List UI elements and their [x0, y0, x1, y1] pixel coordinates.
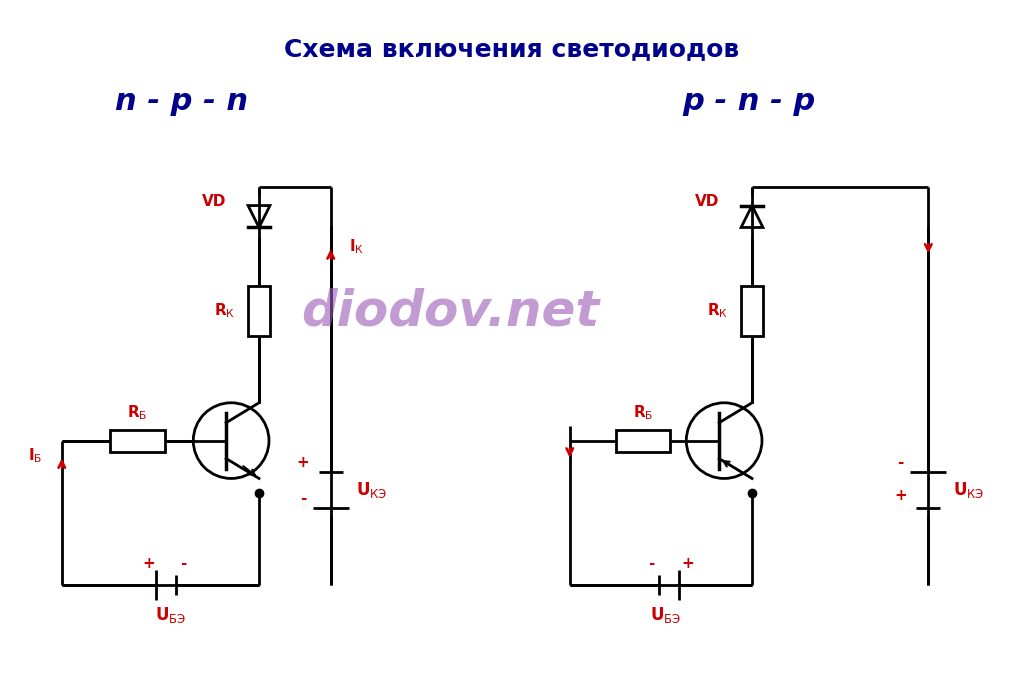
Text: n - p - n: n - p - n: [115, 87, 248, 116]
Text: R$_{\rmК}$: R$_{\rmК}$: [707, 302, 728, 321]
Text: +: +: [142, 556, 155, 571]
Text: R$_{\rmБ}$: R$_{\rmБ}$: [633, 404, 653, 422]
Text: U$_{\rmБЭ}$: U$_{\rmБЭ}$: [650, 605, 681, 625]
Text: U$_{\rmБЭ}$: U$_{\rmБЭ}$: [155, 605, 186, 625]
Text: R$_{\rmБ}$: R$_{\rmБ}$: [127, 404, 147, 422]
Text: I$_{\rmК}$: I$_{\rmК}$: [348, 237, 364, 256]
Text: -: -: [648, 556, 654, 571]
Text: U$_{\rmКЭ}$: U$_{\rmКЭ}$: [355, 480, 387, 500]
Text: -: -: [897, 455, 903, 470]
Text: +: +: [297, 455, 309, 470]
Text: p - n - p: p - n - p: [682, 87, 816, 116]
Text: Схема включения светодиодов: Схема включения светодиодов: [285, 37, 739, 61]
Text: +: +: [681, 556, 693, 571]
Text: -: -: [180, 556, 186, 571]
Text: diodov.net: diodov.net: [301, 287, 599, 335]
Text: -: -: [300, 491, 306, 506]
Text: VD: VD: [695, 194, 720, 209]
Text: R$_{\rmК}$: R$_{\rmК}$: [214, 302, 234, 321]
Bar: [111, 430, 165, 452]
Text: U$_{\rmКЭ}$: U$_{\rmКЭ}$: [953, 480, 985, 500]
Text: +: +: [894, 488, 907, 503]
Bar: [248, 286, 270, 336]
Text: I$_{\rmБ}$: I$_{\rmБ}$: [28, 446, 42, 465]
Text: VD: VD: [202, 194, 226, 209]
Bar: [615, 430, 671, 452]
Bar: [741, 286, 763, 336]
